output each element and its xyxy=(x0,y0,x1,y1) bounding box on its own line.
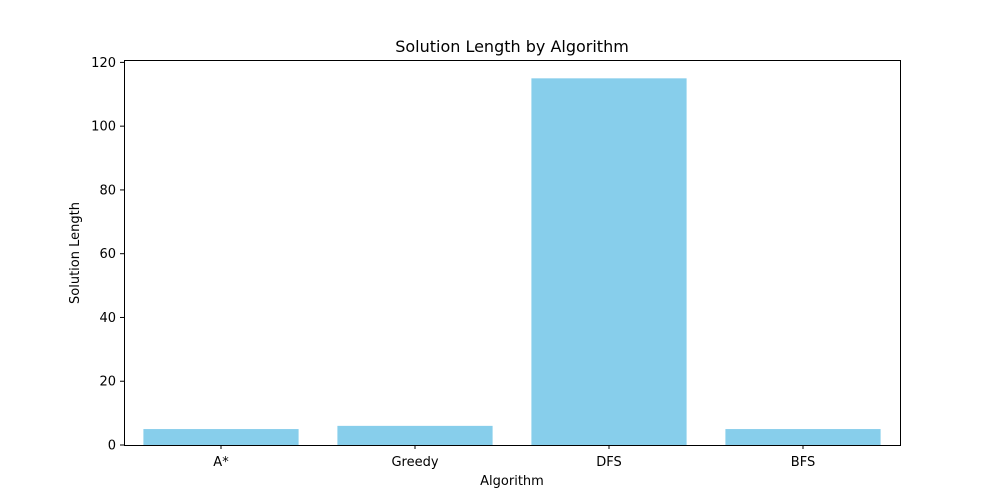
chart-title: Solution Length by Algorithm xyxy=(395,37,629,56)
bar-greedy xyxy=(337,425,493,445)
x-axis-ticks: A* Greedy DFS BFS xyxy=(213,445,815,470)
bar-a xyxy=(143,429,299,445)
bar-dfs xyxy=(531,78,687,445)
x-axis-label: Algorithm xyxy=(480,474,544,489)
bar-group xyxy=(143,78,881,445)
y-tick-label: 40 xyxy=(99,311,116,326)
x-tick-label: A* xyxy=(213,455,229,470)
y-tick-label: 120 xyxy=(91,56,116,71)
x-tick-label: DFS xyxy=(596,455,622,470)
y-axis-ticks: 0 20 40 60 80 100 120 xyxy=(91,56,124,454)
y-axis-label: Solution Length xyxy=(68,202,83,304)
y-tick-label: 0 xyxy=(108,439,116,454)
y-tick-label: 20 xyxy=(99,375,116,390)
y-tick-label: 100 xyxy=(91,120,116,135)
x-tick-label: Greedy xyxy=(391,455,438,470)
x-tick-label: BFS xyxy=(791,455,815,470)
plot-frame xyxy=(124,60,901,446)
y-tick-label: 60 xyxy=(99,247,116,262)
bar-bfs xyxy=(725,429,881,445)
y-tick-label: 80 xyxy=(99,183,116,198)
